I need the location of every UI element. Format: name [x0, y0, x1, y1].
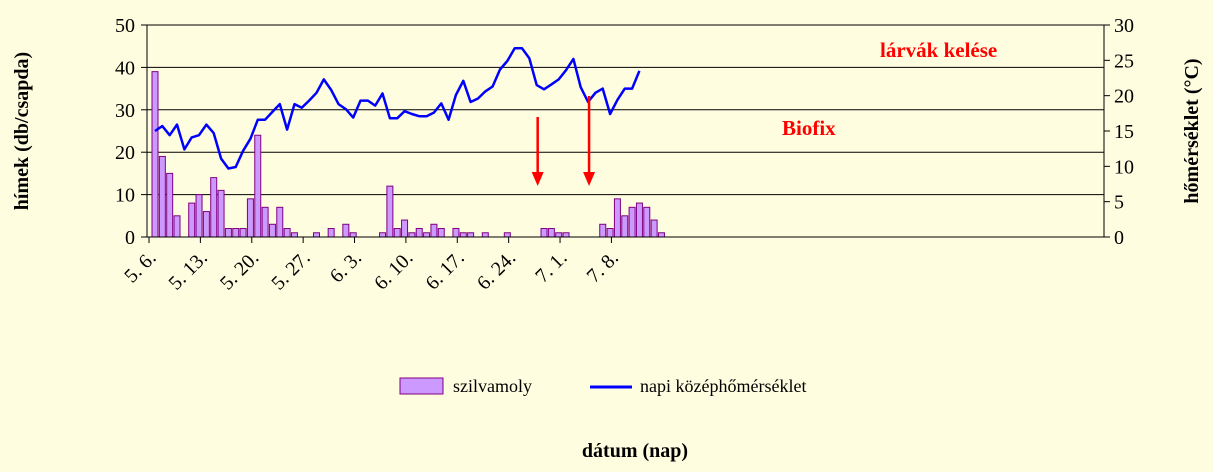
bar — [635, 202, 643, 238]
x-tick-label: 5. 20. — [216, 247, 263, 294]
bar — [268, 223, 276, 238]
y-right-tick-label: 15 — [1114, 121, 1134, 143]
bar — [628, 206, 636, 238]
bar — [386, 185, 394, 238]
x-tick-label: 7. 1. — [531, 247, 571, 287]
line-layer — [154, 47, 641, 170]
bar — [151, 71, 159, 238]
bar — [423, 232, 431, 238]
bar — [312, 232, 320, 238]
annotation-layer: Biofix lárvák kelése — [531, 38, 997, 186]
bar — [562, 232, 570, 238]
bar — [606, 228, 614, 238]
bar — [452, 228, 460, 238]
annotation-label: Biofix — [782, 116, 836, 140]
y-axis-right-label: hőmérséklet (°C) — [1181, 58, 1203, 203]
y-right-tick-label: 10 — [1114, 156, 1134, 178]
y-right-tick-label: 0 — [1114, 227, 1124, 249]
annotation-arrow-head — [531, 172, 544, 186]
bar — [290, 232, 298, 238]
x-tick-label: 6. 24. — [473, 247, 520, 294]
bar — [349, 232, 357, 238]
bar — [239, 228, 247, 238]
bar — [195, 194, 203, 238]
bar — [232, 228, 240, 238]
y-right-tick-label: 30 — [1114, 15, 1134, 37]
bar — [437, 228, 445, 238]
legend-line-label: napi középhőmérséklet — [640, 376, 806, 396]
bar — [166, 172, 174, 238]
x-tick-label: 6. 17. — [421, 247, 468, 294]
bar — [158, 155, 166, 238]
y-left-tick-label: 30 — [115, 100, 135, 122]
x-tick-label: 5. 27. — [267, 247, 314, 294]
x-tick-label: 7. 8. — [583, 247, 623, 287]
x-tick-label: 5. 13. — [165, 247, 212, 294]
bar — [555, 232, 563, 238]
bar — [283, 228, 291, 238]
bar — [481, 232, 489, 238]
bar — [202, 211, 210, 238]
bar — [327, 228, 335, 238]
bar — [408, 232, 416, 238]
bar — [246, 198, 254, 238]
y-left-tick-label: 40 — [115, 57, 135, 79]
bar — [379, 232, 387, 238]
x-tick-label: 5. 6. — [120, 247, 160, 287]
y-left-tick-label: 10 — [115, 185, 135, 207]
bar — [188, 202, 196, 238]
bar — [342, 223, 350, 238]
bar — [254, 134, 262, 238]
y-axis-left-label: hímek (db/csapda) — [11, 52, 33, 210]
y-left-tick-label: 50 — [115, 15, 135, 37]
bar — [467, 232, 475, 238]
x-tick-label: 6. 3. — [326, 247, 366, 287]
bar — [459, 232, 467, 238]
bar — [540, 228, 548, 238]
x-axis-label: dátum (nap) — [582, 440, 688, 462]
bar — [276, 206, 284, 238]
legend-bar-swatch — [399, 377, 444, 395]
bar — [415, 228, 423, 238]
bar — [613, 198, 621, 238]
x-tick-label: 6. 10. — [370, 247, 417, 294]
y-left-tick-label: 20 — [115, 142, 135, 164]
bar — [393, 228, 401, 238]
bar — [430, 223, 438, 238]
bars-layer — [151, 71, 665, 238]
bar — [210, 177, 218, 238]
bar — [657, 232, 665, 238]
bar — [224, 228, 232, 238]
bar — [261, 206, 269, 238]
bar — [643, 206, 651, 238]
bar — [599, 223, 607, 238]
y-right-tick-label: 20 — [1114, 86, 1134, 108]
y-right-tick-label: 25 — [1114, 50, 1134, 72]
bar — [503, 232, 511, 238]
annotation-arrow-head — [583, 172, 596, 186]
y-right-tick-label: 5 — [1114, 192, 1124, 214]
bar — [650, 219, 658, 238]
annotation-label: lárvák kelése — [880, 38, 997, 62]
bar — [173, 215, 181, 238]
bar — [547, 228, 555, 238]
bar — [401, 219, 409, 238]
legend: szilvamoly napi középhőmérséklet — [399, 376, 806, 396]
legend-bar-label: szilvamoly — [453, 376, 532, 396]
y-left-tick-label: 0 — [125, 227, 135, 249]
temperature-line — [154, 47, 641, 170]
bar — [217, 189, 225, 238]
bar — [621, 215, 629, 238]
grid-layer — [147, 24, 1104, 196]
